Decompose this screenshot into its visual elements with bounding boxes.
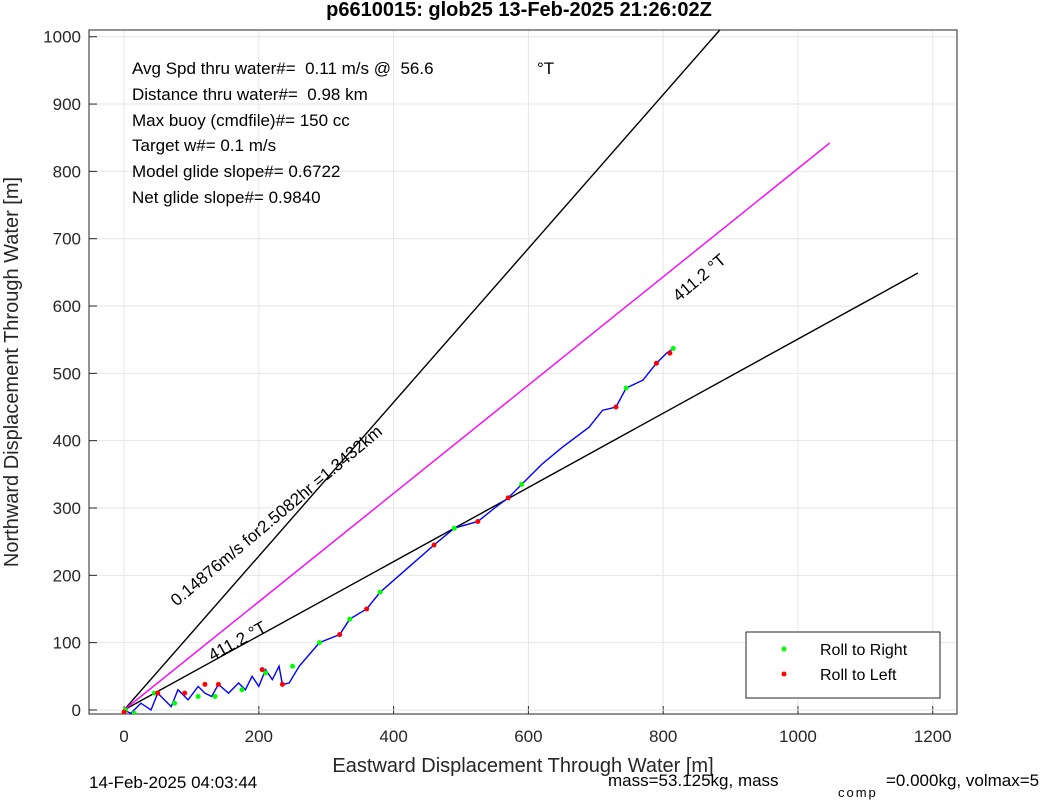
legend-label: Roll to Left — [820, 667, 897, 684]
point — [653, 360, 659, 366]
point — [212, 693, 218, 699]
y-tick-label: 0 — [72, 701, 81, 720]
point — [172, 700, 178, 706]
point — [519, 481, 525, 487]
annotation: Avg Spd thru water#= 0.11 m/s @ 56.6 — [132, 59, 434, 78]
annotation: Model glide slope#= 0.6722 — [132, 162, 340, 181]
point — [377, 589, 383, 595]
point — [259, 667, 265, 673]
point — [121, 709, 127, 714]
legend-label: Roll to Right — [820, 642, 908, 659]
point — [195, 693, 201, 699]
y-axis-label: Northward Displacement Through Water [m] — [1, 177, 23, 567]
plot-area — [89, 30, 957, 714]
point — [239, 687, 245, 693]
y-tick-label: 1000 — [43, 28, 81, 47]
x-tick-label: 0 — [119, 727, 128, 746]
point — [505, 495, 511, 501]
legend-marker — [781, 646, 787, 652]
plot-content — [121, 30, 919, 714]
point — [131, 710, 137, 714]
y-tick-label: 300 — [53, 499, 81, 518]
point — [202, 681, 208, 687]
plot-frame — [88, 29, 958, 715]
point — [215, 681, 221, 687]
annotation: Distance thru water#= 0.98 km — [132, 85, 368, 104]
series-line — [123, 142, 831, 711]
point — [613, 404, 619, 410]
annotation: °T — [537, 59, 554, 78]
footer-date: 14-Feb-2025 04:03:44 — [89, 773, 257, 792]
y-tick-label: 600 — [53, 297, 81, 316]
legend-box — [745, 631, 941, 699]
point — [155, 690, 161, 696]
x-tick-label: 600 — [514, 727, 542, 746]
x-tick-label: 400 — [379, 727, 407, 746]
x-axis-label: Eastward Displacement Through Water [m] — [332, 755, 713, 777]
point — [316, 640, 322, 646]
point — [263, 670, 269, 676]
y-tick-label: 400 — [53, 432, 81, 451]
y-tick-label: 200 — [53, 566, 81, 585]
x-tick-label: 800 — [649, 727, 677, 746]
y-tick-label: 100 — [53, 634, 81, 653]
point — [431, 542, 437, 548]
x-tick-label: 1000 — [779, 727, 817, 746]
point — [451, 525, 457, 531]
point — [290, 663, 296, 669]
y-tick-label: 800 — [53, 162, 81, 181]
x-tick-label: 200 — [245, 727, 273, 746]
point — [667, 350, 673, 356]
series-line — [123, 272, 919, 711]
point — [182, 690, 188, 696]
annotation: Net glide slope#= 0.9840 — [132, 188, 321, 207]
point — [347, 616, 353, 622]
x-tick-label: 1200 — [914, 727, 952, 746]
footer-rest: =0.000kg, volmax=5 — [886, 771, 1039, 790]
footer-mass: mass=53.125kg, mass — [608, 771, 779, 790]
chart-title: p6610015: glob25 13-Feb-2025 21:26:02Z — [326, 0, 712, 21]
legend-marker — [781, 671, 787, 677]
footer-sub: comp — [838, 785, 878, 800]
y-tick-label: 900 — [53, 95, 81, 114]
annotation: Target w#= 0.1 m/s — [132, 136, 276, 155]
point — [670, 345, 676, 351]
point — [364, 606, 370, 612]
point — [623, 385, 629, 391]
point — [475, 518, 481, 524]
annotation: Max buoy (cmdfile)#= 150 cc — [132, 111, 350, 130]
series-line — [123, 30, 721, 711]
point — [337, 632, 343, 638]
y-tick-label: 700 — [53, 230, 81, 249]
point — [279, 681, 285, 687]
y-tick-label: 500 — [53, 364, 81, 383]
